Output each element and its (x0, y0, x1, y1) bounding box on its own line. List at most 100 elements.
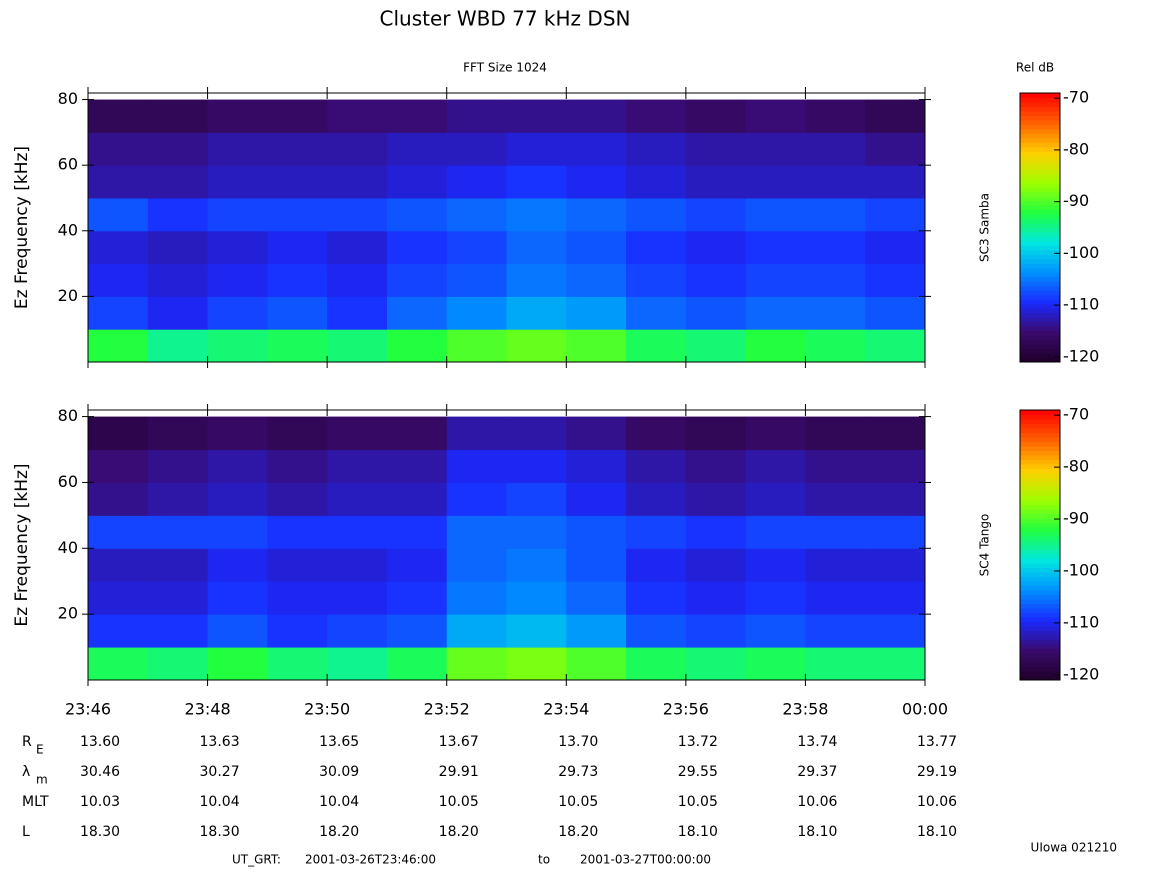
colorbar-segment (1020, 540, 1060, 546)
colorbar-segment (1020, 97, 1060, 103)
colorbar-segment (1020, 335, 1060, 341)
heat-cell (147, 449, 209, 483)
row-value: 18.30 (80, 824, 120, 840)
heat-cell (386, 548, 448, 582)
heat-cell (745, 647, 806, 681)
colorbar-segment (1020, 590, 1060, 595)
heat-cell (386, 581, 448, 615)
colorbar-segment (1020, 196, 1060, 202)
colorbar-frame (1019, 409, 1061, 681)
colorbar-segment (1020, 133, 1060, 139)
heat-cell (566, 581, 627, 615)
plot-frame (87, 409, 926, 681)
heat-cell (207, 296, 268, 330)
row-value: 10.04 (200, 794, 240, 810)
heat-cell (267, 132, 328, 166)
colorbar-segment (1020, 603, 1060, 609)
heat-cell (207, 482, 268, 516)
heat-cell (506, 581, 567, 615)
colorbar-segment (1020, 227, 1060, 233)
heat-cell (446, 515, 507, 549)
heat-cell (327, 515, 388, 549)
heat-cell (267, 482, 328, 516)
heat-cell (386, 416, 448, 451)
colorbar-segment (1020, 245, 1060, 251)
heat-cell (207, 581, 268, 615)
colorbar-frame (1019, 92, 1061, 363)
row-label: MLT (22, 794, 49, 810)
row-value: 10.05 (678, 794, 718, 810)
row-value: 29.91 (439, 764, 479, 780)
colorbar-segment (1020, 178, 1060, 184)
colorbar-segment (1020, 276, 1060, 282)
colorbar-segment (1020, 281, 1060, 287)
heat-cell (566, 614, 627, 648)
heat-cell (327, 614, 388, 648)
chart-title: Cluster WBD 77 kHz DSN (380, 7, 631, 31)
colorbar-segment (1020, 446, 1060, 451)
heat-cell (386, 647, 448, 681)
heat-cell (865, 548, 926, 582)
footer-end: 2001-03-27T00:00:00 (580, 853, 711, 867)
heat-cell (745, 614, 806, 648)
heat-cell (446, 416, 507, 451)
heat-cell (327, 296, 388, 330)
row-value: 29.55 (678, 764, 718, 780)
heat-cell (805, 230, 866, 265)
row-value: 18.10 (797, 824, 837, 840)
heat-cell (506, 132, 567, 166)
heat-cell (327, 230, 388, 265)
heat-cell (327, 449, 388, 483)
heat-cell (805, 614, 866, 648)
colorbar-segment (1020, 644, 1060, 649)
heat-cell (626, 515, 687, 549)
heat-cell (506, 230, 567, 265)
row-value: 13.72 (678, 734, 718, 750)
row-value: 30.46 (80, 764, 120, 780)
colorbar-segment (1020, 160, 1060, 166)
heat-cell (626, 132, 687, 166)
heat-cell (386, 482, 448, 516)
heat-cell (745, 482, 806, 516)
colorbar-segment (1020, 330, 1060, 336)
heat-cell (446, 132, 507, 166)
footer-prefix: UT_GRT: (232, 853, 281, 867)
heat-cell (88, 581, 149, 615)
y-axis-label: Ez Frequency [kHz] (12, 463, 32, 626)
colorbar-segment (1020, 151, 1060, 157)
heat-cell (805, 449, 866, 483)
heat-cell (685, 581, 747, 615)
heat-cell (865, 263, 926, 297)
heat-cell (566, 197, 627, 232)
heat-cell (566, 230, 627, 265)
colorbar-segment (1020, 671, 1060, 676)
heat-cell (88, 296, 149, 330)
heat-cell (745, 449, 806, 483)
heat-cell (805, 647, 866, 681)
heat-cell (865, 647, 926, 681)
row-value: 10.03 (80, 794, 120, 810)
colorbar-segment (1020, 455, 1060, 460)
colorbar-segment (1020, 549, 1060, 555)
heat-cell (327, 329, 388, 363)
colorbar-segment (1020, 477, 1060, 483)
colorbar-segment (1020, 303, 1060, 309)
x-tick-label: 23:48 (185, 700, 231, 719)
heat-cell (805, 581, 866, 615)
colorbar-segment (1020, 317, 1060, 323)
colorbar-segment (1020, 106, 1060, 112)
heat-cell (506, 647, 567, 681)
heat-cell (147, 416, 209, 451)
heat-cell (147, 329, 209, 363)
row-value: 13.63 (200, 734, 240, 750)
row-value: 18.20 (439, 824, 479, 840)
heat-cell (446, 197, 507, 232)
heat-cell (506, 449, 567, 483)
heat-cell (805, 99, 866, 133)
colorbar-segment (1020, 563, 1060, 568)
credit: UIowa 021210 (1031, 841, 1117, 855)
plot-frame (87, 92, 926, 363)
colorbar-segment (1020, 200, 1060, 206)
heat-cell (88, 132, 149, 166)
